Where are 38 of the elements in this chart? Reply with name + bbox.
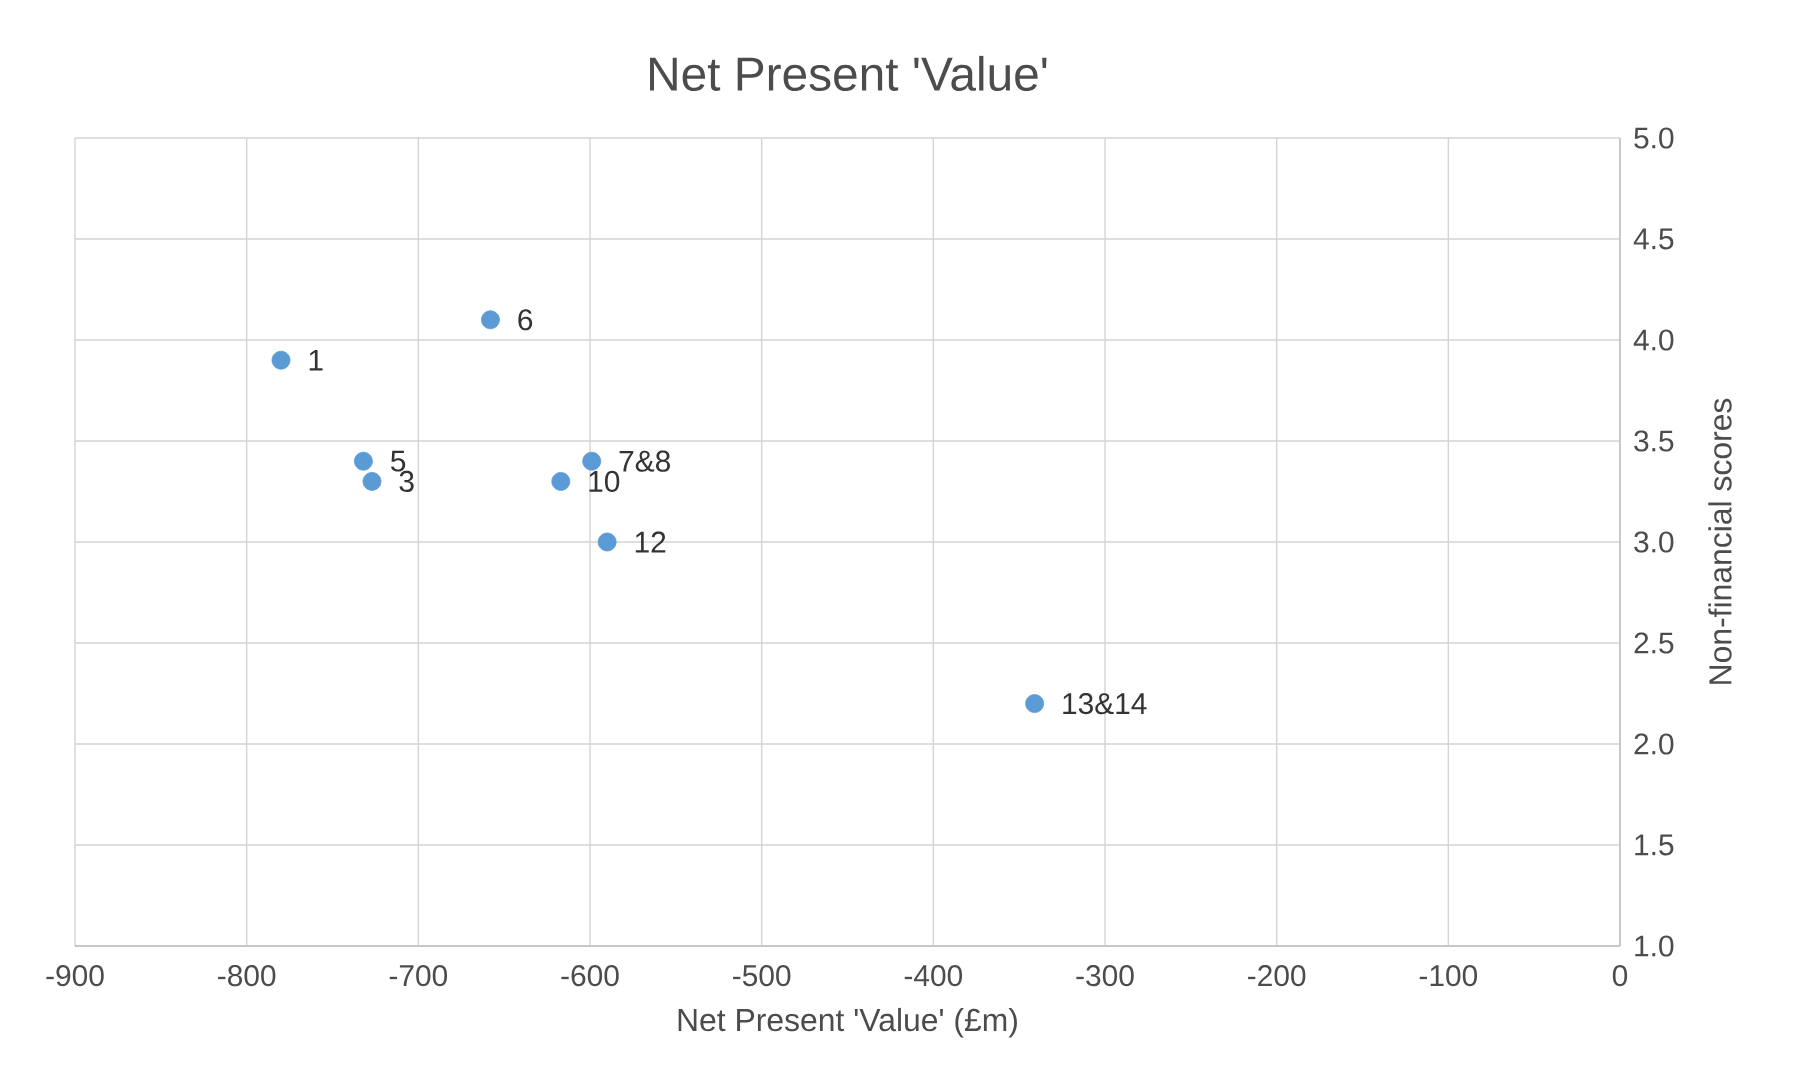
x-tick-label: -800	[218, 965, 276, 987]
chart-title: Net Present 'Value'	[650, 55, 1047, 91]
x-axis-title: Net Present 'Value' (£m)	[678, 1007, 1017, 1038]
point	[362, 472, 382, 491]
y-tick-label: 4.0	[1633, 329, 1674, 351]
annotation: 13&14	[1063, 693, 1147, 715]
point	[271, 350, 291, 370]
y-tick-label: 2.0	[1634, 733, 1674, 755]
x-tick-label: -100	[1419, 965, 1478, 987]
x-tick-label: -700	[389, 965, 448, 987]
annotation: 12	[635, 531, 666, 553]
point	[481, 310, 500, 330]
annotation: 1	[309, 349, 323, 371]
x-tick-label: -300	[1076, 965, 1134, 987]
x-tick-label: 0	[1612, 965, 1628, 987]
y-tick-label: 1.5	[1635, 834, 1674, 856]
annotation: 6	[518, 309, 533, 331]
point	[551, 472, 571, 491]
x-tick-label: -200	[1248, 965, 1306, 987]
x-tick-label: -400	[904, 965, 963, 987]
y-axis-title: Non-financial scores	[1708, 398, 1732, 684]
y-tick-label: 3.0	[1634, 531, 1674, 553]
point	[597, 532, 617, 552]
y-tick-label: 1.0	[1635, 935, 1674, 957]
x-tick-label: -500	[733, 965, 791, 987]
y-tick-label: 2.5	[1634, 632, 1674, 654]
annotation: 7&8	[619, 450, 670, 472]
annotation: 5	[390, 450, 406, 472]
y-tick-label: 5.0	[1634, 127, 1674, 149]
y-tick-label: 4.5	[1633, 228, 1674, 250]
point	[582, 451, 602, 471]
y-tick-label: 3.5	[1634, 430, 1674, 452]
annotation: 3	[399, 470, 414, 492]
x-tick-label: -900	[46, 965, 104, 987]
point	[354, 451, 373, 471]
annotation: 10	[589, 470, 620, 492]
x-tick-label: -600	[561, 965, 619, 987]
point	[1025, 694, 1045, 713]
